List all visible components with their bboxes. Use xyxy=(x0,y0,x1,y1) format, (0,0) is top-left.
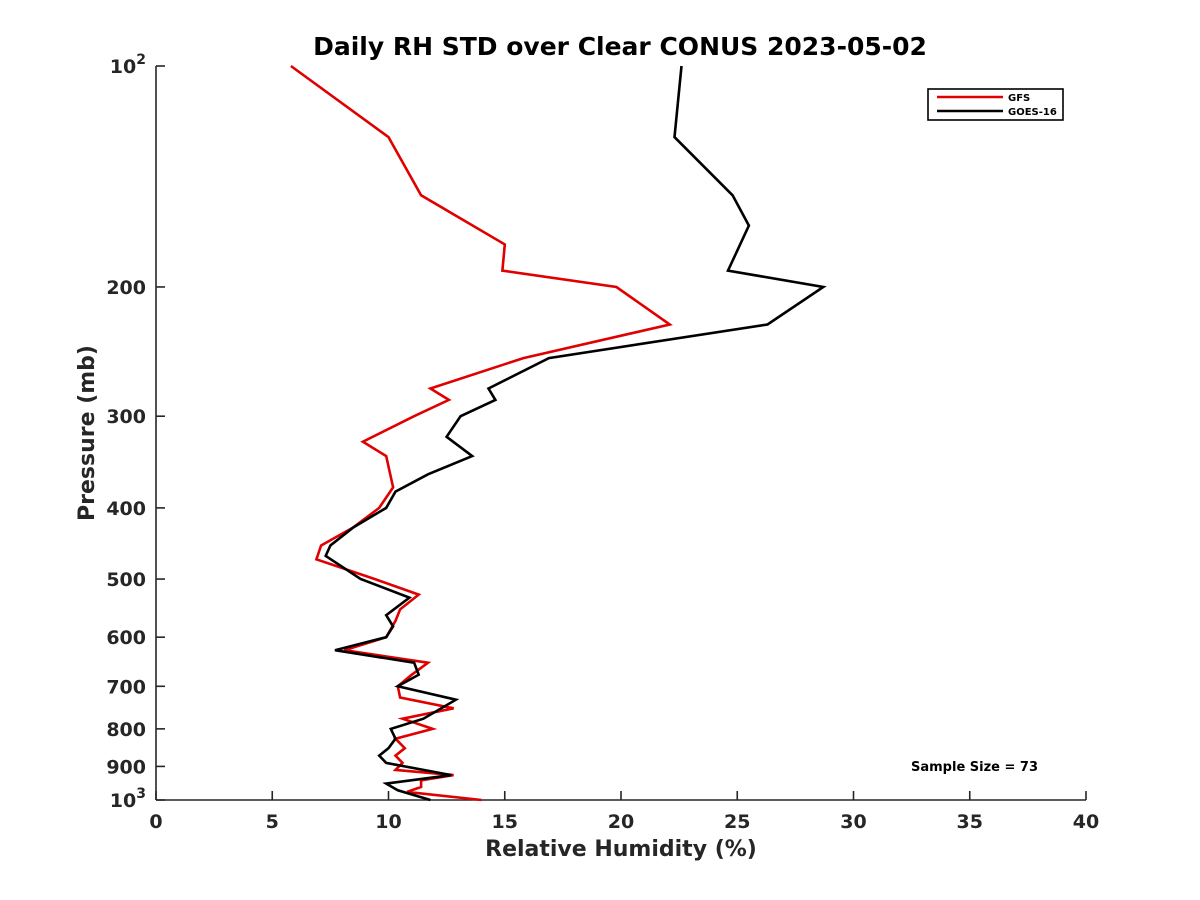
legend: GFS GOES-16 xyxy=(927,88,1064,121)
y-axis-label: Pressure (mb) xyxy=(75,345,100,521)
y-tick-label: 300 xyxy=(106,406,146,428)
y-tick-label: 103 xyxy=(110,786,146,812)
series-line-gfs xyxy=(290,64,673,802)
sample-size-annotation: Sample Size = 73 xyxy=(911,760,1038,775)
chart-title: Daily RH STD over Clear CONUS 2023-05-02 xyxy=(313,32,927,61)
y-tick-label: 900 xyxy=(106,756,146,778)
x-tick-label: 5 xyxy=(266,811,279,833)
series-line-goes-16 xyxy=(324,65,827,802)
x-tick-label: 35 xyxy=(957,811,983,833)
y-tick-label: 200 xyxy=(106,277,146,299)
y-tick-label: 700 xyxy=(106,676,146,698)
y-axis-ticks: 102 200 300 400 500 600 700 800 900 103 xyxy=(106,52,165,812)
legend-label-goes-16: GOES-16 xyxy=(1008,107,1057,118)
y-tick-label: 600 xyxy=(106,627,146,649)
x-tick-label: 25 xyxy=(724,811,750,833)
y-tick-label: 800 xyxy=(106,719,146,741)
x-tick-label: 30 xyxy=(840,811,866,833)
x-tick-label: 40 xyxy=(1073,811,1099,833)
x-axis-label: Relative Humidity (%) xyxy=(485,837,757,862)
x-tick-label: 0 xyxy=(149,811,162,833)
x-axis-ticks: 0 5 10 15 20 25 30 35 40 xyxy=(149,791,1099,833)
x-tick-label: 20 xyxy=(608,811,634,833)
legend-label-gfs: GFS xyxy=(1008,93,1030,104)
x-tick-label: 15 xyxy=(492,811,518,833)
y-tick-label: 500 xyxy=(106,569,146,591)
y-tick-label: 400 xyxy=(106,498,146,520)
legend-box xyxy=(927,88,1064,121)
y-tick-label: 102 xyxy=(110,52,146,78)
x-tick-label: 10 xyxy=(375,811,401,833)
